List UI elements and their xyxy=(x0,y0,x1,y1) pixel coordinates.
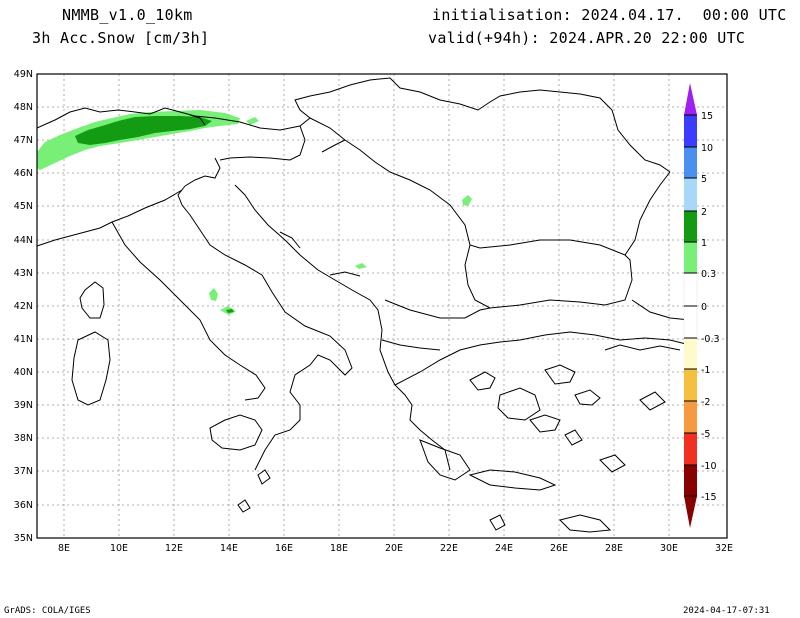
colorbar-box xyxy=(684,115,697,147)
lat-label: 35N xyxy=(14,533,33,544)
colorbar-label: -10 xyxy=(701,461,717,472)
lon-label: 26E xyxy=(550,543,568,554)
colorbar-label: -15 xyxy=(701,492,717,503)
colorbar-box xyxy=(683,272,698,307)
lat-label: 49N xyxy=(14,69,33,80)
colorbar-box xyxy=(684,433,697,465)
snow-alps-light-east xyxy=(246,117,259,125)
colorbar-box xyxy=(684,242,697,273)
lat-label: 38N xyxy=(14,433,33,444)
lat-label: 39N xyxy=(14,400,33,411)
lat-label: 42N xyxy=(14,301,33,312)
colorbar-box xyxy=(683,305,698,339)
snow-alps-medium xyxy=(75,116,212,145)
lon-label: 32E xyxy=(715,543,733,554)
colorbar-bottom-arrow xyxy=(684,496,697,528)
snow-patch-balkans xyxy=(355,263,367,269)
colorbar-label: -5 xyxy=(701,429,710,440)
colorbar-label: 0.3 xyxy=(701,269,716,280)
snow-patch-apennines-b-core xyxy=(226,309,234,313)
lat-axis: 49N 48N 47N 46N 45N 44N 43N 42N 41N 40N … xyxy=(14,69,33,544)
colorbar-label: 1 xyxy=(701,238,707,249)
colorbar-box xyxy=(684,465,697,496)
lat-label: 37N xyxy=(14,466,33,477)
colorbar-box xyxy=(684,147,697,178)
lat-label: 44N xyxy=(14,235,33,246)
colorbar-label: 10 xyxy=(701,143,713,154)
lat-label: 47N xyxy=(14,135,33,146)
lat-label: 45N xyxy=(14,201,33,212)
plot-frame xyxy=(36,73,728,539)
colorbar-label: -0.3 xyxy=(701,334,720,345)
lat-label: 36N xyxy=(14,500,33,511)
lon-label: 22E xyxy=(440,543,458,554)
grid xyxy=(37,74,727,538)
colorbar-box xyxy=(684,369,697,401)
coastlines-borders xyxy=(36,77,691,533)
init-time: initialisation: 2024.04.17. 00:00 UTC xyxy=(432,6,787,24)
variable-name: 3h Acc.Snow [cm/3h] xyxy=(32,29,210,47)
colorbar: 15 10 5 2 1 0.3 0 -0.3 -1 -2 -5 -10 -15 xyxy=(683,83,720,528)
colorbar-label: -1 xyxy=(701,365,710,376)
lat-label: 41N xyxy=(14,334,33,345)
colorbar-label: 5 xyxy=(701,174,707,185)
lon-label: 30E xyxy=(660,543,678,554)
colorbar-label: 0 xyxy=(701,302,707,313)
snow-patch-apennines-a xyxy=(209,288,218,301)
lon-label: 28E xyxy=(605,543,623,554)
lon-label: 20E xyxy=(385,543,403,554)
lat-label: 40N xyxy=(14,367,33,378)
lat-label: 48N xyxy=(14,102,33,113)
lat-label: 43N xyxy=(14,268,33,279)
footer-right: 2024-04-17-07:31 xyxy=(683,606,770,616)
snow-patch-carpathians xyxy=(462,195,472,206)
lon-label: 18E xyxy=(330,543,348,554)
lon-label: 8E xyxy=(58,543,70,554)
footer-left: GrADS: COLA/IGES xyxy=(4,606,91,616)
colorbar-label: 15 xyxy=(701,111,713,122)
colorbar-box xyxy=(684,401,697,433)
lat-label: 46N xyxy=(14,168,33,179)
lon-label: 14E xyxy=(220,543,238,554)
colorbar-box xyxy=(684,178,697,211)
lon-axis: 8E 10E 12E 14E 16E 18E 20E 22E 24E 26E 2… xyxy=(58,543,733,554)
valid-time: valid(+94h): 2024.APR.20 22:00 UTC xyxy=(428,29,746,47)
colorbar-box xyxy=(684,211,697,242)
lon-label: 10E xyxy=(110,543,128,554)
colorbar-top-arrow xyxy=(684,83,697,115)
colorbar-label: 2 xyxy=(701,207,707,218)
colorbar-label: -2 xyxy=(701,397,710,408)
lon-label: 16E xyxy=(275,543,293,554)
model-name: NMMB_v1.0_10km xyxy=(62,6,193,24)
lon-label: 12E xyxy=(165,543,183,554)
lon-label: 24E xyxy=(495,543,513,554)
snow-areas xyxy=(37,110,472,315)
colorbar-box xyxy=(684,338,697,369)
